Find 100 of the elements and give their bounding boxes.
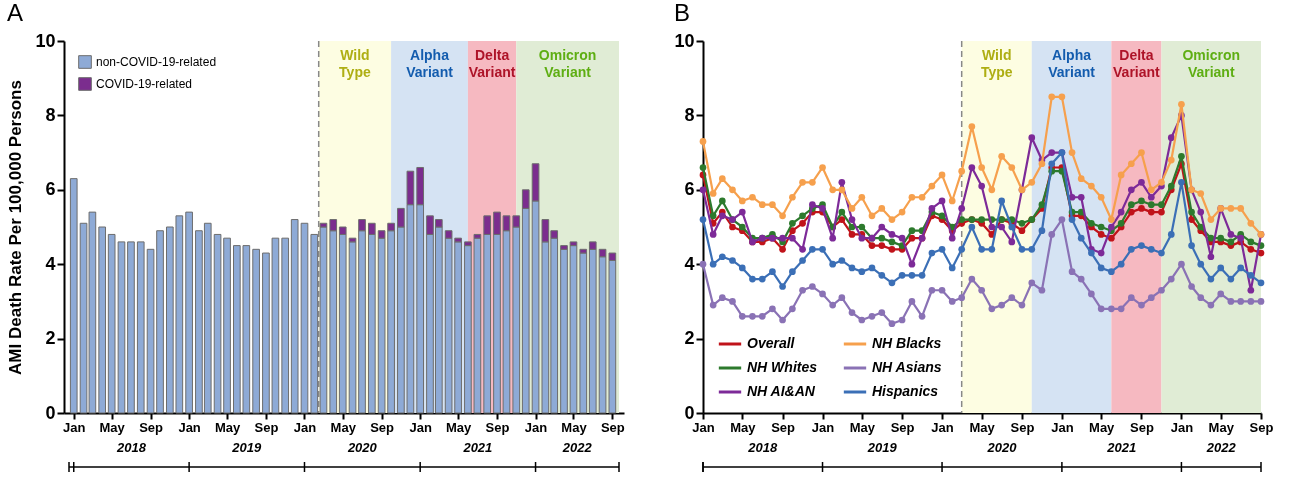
x-tick-label: May [561, 419, 588, 435]
point [1257, 279, 1265, 287]
text: 2019 [231, 440, 263, 455]
point [948, 298, 956, 305]
point [809, 245, 816, 253]
point [729, 257, 736, 264]
point [699, 186, 707, 194]
point [1038, 227, 1046, 235]
point [968, 164, 976, 171]
point [1147, 186, 1155, 194]
point [848, 216, 856, 223]
point [1207, 275, 1215, 283]
point [1107, 305, 1115, 313]
point [1207, 216, 1215, 223]
point [1197, 260, 1205, 268]
y-tick-label: 6 [684, 179, 695, 200]
point [1088, 290, 1095, 298]
legend-label: non-COVID-19-related [96, 55, 217, 69]
x-tick-label: Sep [254, 419, 279, 435]
bar [185, 211, 193, 414]
x-tick-label: Jan [811, 419, 835, 435]
point [1107, 223, 1115, 231]
point [1107, 234, 1115, 242]
bar [579, 252, 588, 414]
chart-title: A [6, 0, 23, 26]
point [1167, 275, 1175, 283]
legend-label: Overall [747, 335, 796, 351]
point [1008, 164, 1016, 171]
point [749, 193, 756, 201]
band-label: Alpha Variant [406, 47, 454, 80]
x-tick-label: Sep [890, 419, 915, 435]
point [738, 264, 746, 272]
point [898, 234, 906, 242]
point [1147, 193, 1155, 201]
band-label: Delta Variant [468, 47, 516, 80]
y-tick-label: 10 [674, 30, 695, 51]
point [1018, 245, 1026, 253]
point [1237, 234, 1245, 242]
bar [136, 241, 145, 414]
point [1147, 208, 1155, 216]
point [878, 242, 886, 249]
point [868, 242, 876, 249]
point [1227, 275, 1235, 283]
point [908, 272, 916, 279]
point [1097, 231, 1105, 238]
x-tick-label: Sep [139, 419, 164, 435]
point [988, 305, 996, 313]
text: 2020 [346, 440, 378, 455]
legend-label: NH Blacks [872, 335, 942, 351]
point [799, 257, 806, 264]
point [1097, 264, 1105, 272]
point [1147, 294, 1155, 302]
point [1097, 223, 1105, 231]
y-tick-label: 2 [684, 328, 695, 349]
point [1217, 264, 1225, 272]
point [918, 312, 926, 320]
point [1117, 219, 1125, 227]
text: 2022 [561, 440, 593, 455]
point [779, 245, 786, 253]
point [988, 186, 996, 194]
point [1028, 279, 1036, 287]
point [1038, 160, 1046, 168]
point [718, 294, 726, 302]
point [1058, 93, 1066, 101]
y-tick-label: 2 [45, 328, 56, 349]
point [918, 193, 926, 201]
point [829, 301, 837, 309]
x-tick-label: Jan [931, 419, 954, 435]
point [779, 212, 786, 220]
point [819, 164, 826, 171]
point [789, 305, 796, 313]
point [978, 286, 986, 294]
point [1048, 231, 1056, 238]
y-tick-label: 8 [45, 104, 56, 125]
bar [252, 248, 260, 414]
point [809, 283, 816, 290]
text: 2021 [462, 440, 493, 455]
point [1217, 290, 1225, 298]
x-tick-label: Sep [1130, 419, 1154, 435]
point [1158, 201, 1165, 209]
point [789, 234, 796, 242]
x-tick-label: Jan [1170, 419, 1194, 435]
point [1008, 294, 1016, 302]
point [888, 216, 896, 223]
point [1167, 156, 1175, 164]
point [799, 286, 806, 294]
point [709, 260, 717, 268]
point [779, 283, 786, 290]
x-tick-label: May [730, 419, 757, 435]
point [1227, 231, 1235, 238]
point [729, 223, 736, 231]
point [738, 312, 746, 320]
point [908, 234, 916, 242]
point [1138, 179, 1145, 186]
point [1147, 245, 1155, 253]
point [908, 193, 916, 201]
x-tick-label: Jan [293, 419, 317, 435]
point [1247, 238, 1255, 246]
point [1237, 205, 1245, 212]
point [1167, 182, 1175, 190]
